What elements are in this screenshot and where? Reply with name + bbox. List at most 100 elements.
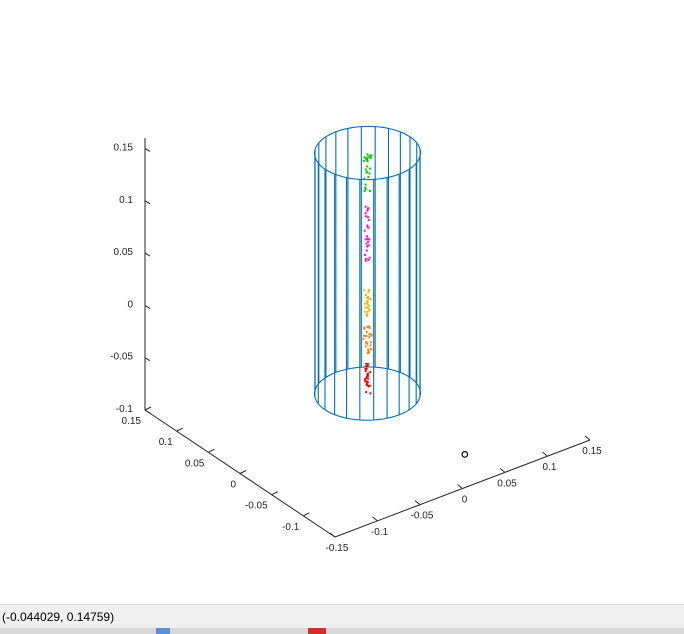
data-point [368, 238, 371, 241]
data-point [362, 159, 365, 162]
data-point [364, 293, 367, 296]
data-point [364, 259, 367, 262]
data-point [367, 226, 370, 229]
data-point [368, 256, 371, 259]
taskbar-strip [0, 628, 684, 634]
data-point [365, 377, 368, 380]
data-point [363, 229, 366, 232]
data-point [364, 380, 367, 383]
data-point [363, 177, 366, 180]
data-point [366, 165, 369, 168]
data-point [366, 364, 369, 367]
y-tick-label: 0.15 [122, 416, 142, 427]
data-point [364, 310, 367, 313]
data-point [366, 381, 369, 384]
data-point [365, 157, 368, 160]
x-tick [372, 516, 378, 522]
x-tick-label: 0.15 [582, 446, 602, 457]
data-point [368, 327, 371, 330]
z-tick [144, 148, 151, 152]
data-point [364, 345, 367, 348]
y-tick-label: 0 [230, 480, 236, 491]
data-point [364, 370, 367, 373]
x-tick-label: 0 [462, 495, 468, 506]
data-point [366, 300, 369, 303]
data-point [363, 327, 366, 330]
z-tick [144, 200, 151, 205]
data-point [365, 375, 368, 378]
data-point [365, 257, 368, 260]
data-point [367, 207, 370, 210]
y-tick [208, 448, 215, 453]
z-tick-label: -0.1 [116, 404, 134, 415]
data-point [367, 258, 370, 261]
data-point [364, 215, 367, 218]
data-point [364, 205, 367, 208]
status-bar: (-0.044029, 0.14759) [0, 604, 684, 628]
data-point [364, 335, 367, 338]
data-point [367, 372, 370, 375]
data-point [364, 365, 367, 368]
data-point [367, 303, 370, 306]
data-point [367, 216, 370, 219]
data-point [368, 154, 371, 157]
data-point [366, 342, 369, 345]
data-point [366, 224, 369, 227]
data-point [364, 306, 367, 309]
taskbar-app-icon[interactable] [308, 628, 326, 634]
data-point [367, 288, 370, 291]
x-tick-label: -0.1 [371, 527, 389, 538]
x-tick-label: 0.1 [543, 462, 557, 473]
data-point [366, 374, 369, 377]
data-point [366, 296, 369, 299]
taskbar-app-icon[interactable] [156, 628, 170, 634]
y-tick-label: 0.05 [185, 458, 205, 469]
data-point [367, 244, 370, 247]
z-tick [144, 304, 151, 309]
x-tick [414, 500, 421, 506]
y-tick [303, 512, 310, 517]
z-tick [144, 252, 151, 257]
cylinder [313, 125, 422, 421]
data-point [367, 290, 370, 293]
data-point [365, 362, 368, 365]
data-point [369, 167, 372, 170]
y-tick [144, 406, 152, 411]
data-point [363, 289, 366, 292]
data-point [365, 171, 368, 174]
data-point [368, 325, 371, 328]
plot-area[interactable]: -0.15 -0.1 -0.05 0 0.05 0.1 0.15 -0.1 -0.05 0 0.05… [0, 0, 684, 604]
data-point [370, 154, 373, 157]
data-point [363, 378, 366, 381]
data-point [365, 367, 368, 370]
z-tick-label: 0.05 [114, 247, 134, 258]
data-point [368, 351, 371, 354]
data-point [366, 295, 369, 298]
data-point [364, 212, 367, 215]
data-point [363, 156, 366, 159]
data-point [364, 168, 367, 171]
data-point [367, 348, 370, 351]
data-point [363, 334, 366, 337]
data-point [369, 341, 372, 344]
x-tick-label: -0.15 [326, 543, 349, 554]
data-point [364, 302, 367, 305]
data-point [366, 159, 369, 162]
data-point [368, 172, 371, 175]
data-point [363, 189, 366, 192]
z-tick-label: 0.15 [114, 142, 134, 153]
data-point [367, 384, 370, 387]
data-point [365, 391, 368, 394]
x-tick [499, 467, 506, 473]
marker-point [461, 451, 469, 458]
data-point [367, 240, 370, 243]
data-point [365, 242, 368, 245]
data-point [370, 333, 373, 336]
data-point [366, 313, 369, 316]
tick-labels: -0.15-0.1-0.0500.050.10.15-0.1-0.0500.05… [110, 142, 602, 554]
points-layer [362, 153, 469, 458]
data-point [368, 189, 371, 192]
y-tick-label: 0.1 [159, 437, 173, 448]
x-tick [542, 451, 548, 457]
plot-svg[interactable]: -0.15-0.1-0.0500.050.10.15-0.1-0.0500.05… [0, 0, 684, 604]
